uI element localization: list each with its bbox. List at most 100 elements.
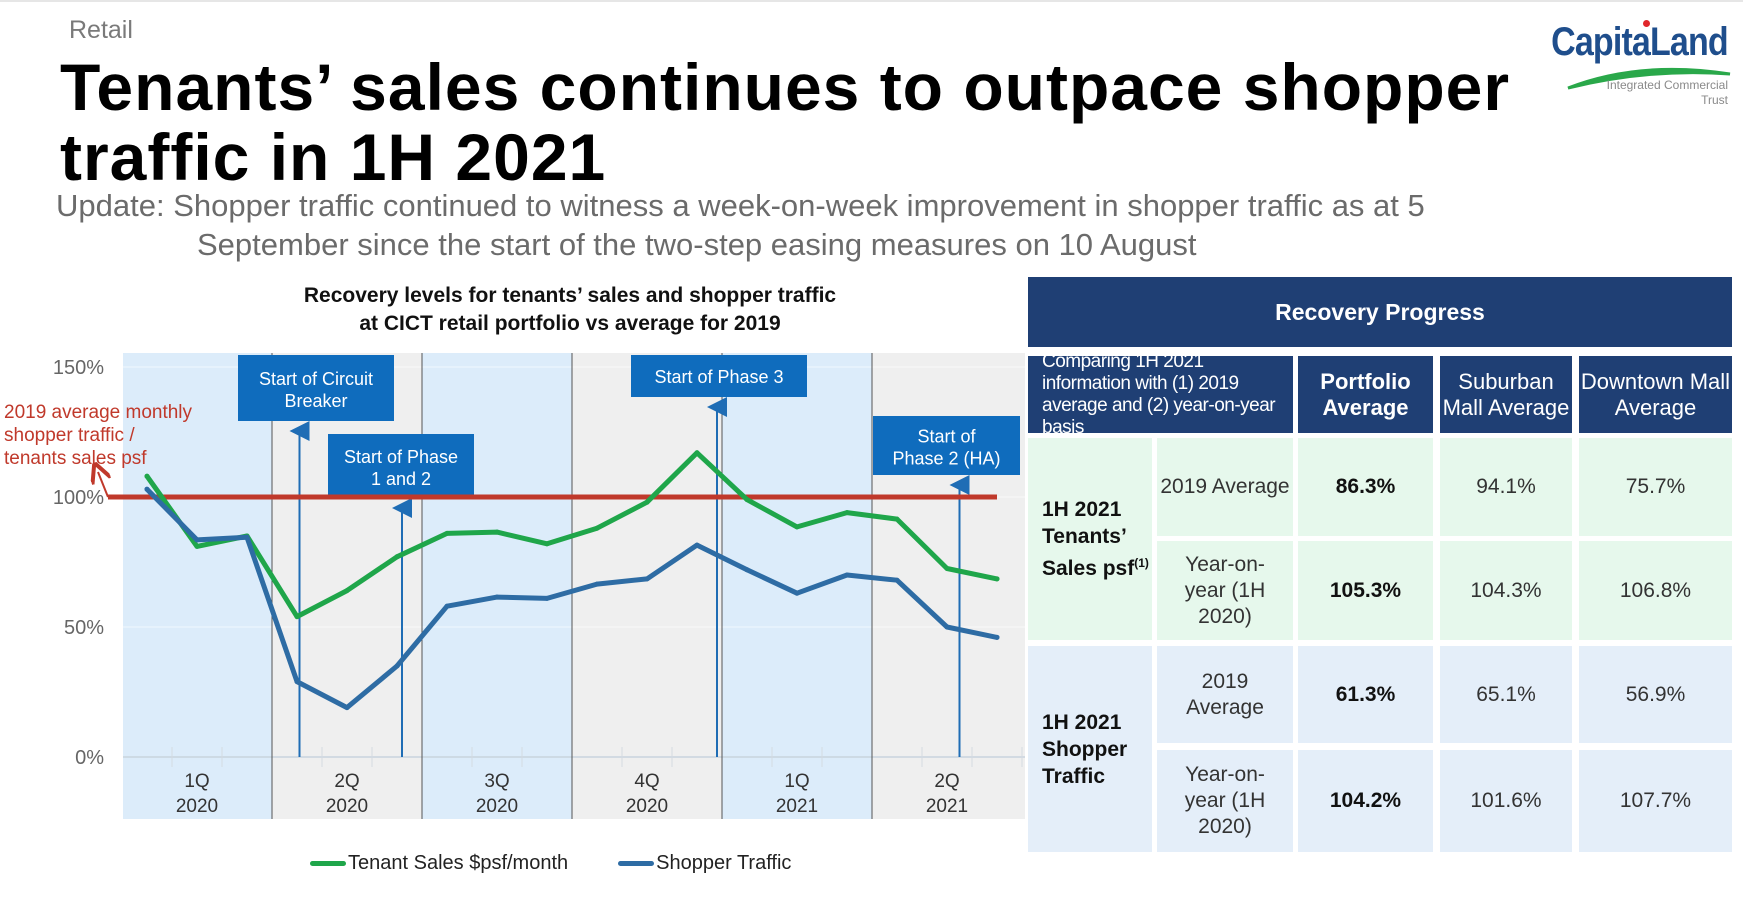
subtitle-line-1: Update: Shopper traffic continued to wit…	[56, 188, 1425, 223]
data-point-tenant-sales	[544, 541, 550, 547]
data-point-shopper-traffic	[194, 537, 200, 543]
data-point-tenant-sales	[144, 473, 150, 479]
data-point-tenant-sales	[844, 510, 850, 516]
table-cell-value: 105.3%	[1298, 541, 1433, 640]
data-point-tenant-sales	[944, 566, 950, 571]
recovery-progress-title: Recovery Progress	[1028, 277, 1732, 347]
chart-title-line-2: at CICT retail portfolio vs average for …	[359, 312, 781, 335]
annotation-box	[631, 355, 807, 397]
annotation-box	[238, 355, 394, 421]
data-point-shopper-traffic	[494, 594, 500, 600]
table-cell-value: 94.1%	[1440, 438, 1572, 536]
data-point-tenant-sales	[694, 450, 700, 456]
quarter-band	[123, 353, 272, 819]
legend-label-tenant-sales: Tenant Sales $psf/month	[348, 852, 569, 874]
data-point-shopper-traffic	[744, 567, 750, 573]
data-point-shopper-traffic	[394, 663, 400, 669]
data-point-tenant-sales	[394, 554, 400, 560]
top-border	[0, 0, 1743, 2]
table-cell-value: 86.3%	[1298, 438, 1433, 536]
data-point-tenant-sales	[644, 499, 650, 505]
annotation-label: 1 and 2	[371, 469, 431, 489]
data-point-tenant-sales	[744, 497, 750, 503]
data-point-shopper-traffic	[144, 486, 150, 492]
data-point-tenant-sales	[494, 529, 500, 535]
data-point-shopper-traffic	[894, 577, 900, 583]
data-point-tenant-sales	[594, 525, 600, 531]
table-cell-value: 65.1%	[1440, 646, 1572, 743]
capitaland-logo: CapitaLand Integrated Commercial Trust	[1551, 10, 1740, 110]
row-label: 2019 Average	[1157, 438, 1293, 536]
logo-brand: CapitaLand	[1551, 20, 1728, 64]
table-cell-value: 101.6%	[1440, 750, 1572, 852]
table-cell-value: 107.7%	[1579, 750, 1732, 852]
table-cell-value: 104.2%	[1298, 750, 1433, 852]
data-point-tenant-sales	[194, 543, 200, 549]
table-header-suburban: Suburban Mall Average	[1440, 356, 1572, 433]
annotation-label: Start of Circuit	[259, 369, 373, 389]
x-tick-label-quarter: 2Q	[334, 771, 359, 792]
data-point-shopper-traffic	[944, 624, 950, 630]
update-subtitle: Update: Shopper traffic continued to wit…	[56, 186, 1696, 264]
x-tick-label-year: 2021	[926, 796, 968, 817]
data-point-shopper-traffic	[544, 595, 550, 601]
footnote-marker: (1)	[1134, 556, 1149, 570]
logo-swoosh-icon	[1567, 67, 1731, 90]
reference-callout-arrow	[98, 472, 108, 498]
y-tick-label: 50%	[64, 617, 104, 639]
table-cell-value: 104.3%	[1440, 541, 1572, 640]
data-point-tenant-sales	[794, 524, 800, 530]
legend-item-tenant-sales: Tenant Sales $psf/month	[310, 852, 568, 875]
table-header-downtown: Downtown Mall Average	[1579, 356, 1732, 433]
chart-title: Recovery levels for tenants’ sales and s…	[230, 282, 910, 338]
subtitle-line-2: September since the start of the two-ste…	[197, 227, 1197, 262]
x-tick-label-quarter: 1Q	[784, 771, 809, 792]
reference-line-label: 2019 average monthly	[4, 402, 193, 423]
logo-subtitle-2: Trust	[1701, 93, 1728, 107]
page-title: Tenants’ sales continues to outpace shop…	[60, 50, 1511, 194]
data-point-tenant-sales	[294, 614, 300, 620]
logo-subtitle-1: Integrated Commercial	[1606, 78, 1728, 92]
quarter-band	[272, 353, 422, 819]
table-cell-value: 75.7%	[1579, 438, 1732, 536]
y-tick-label: 0%	[75, 747, 104, 769]
reference-line-label: shopper traffic /	[4, 425, 135, 446]
row-group-label: 1H 2021 Shopper Traffic	[1042, 710, 1128, 788]
data-point-shopper-traffic	[444, 603, 450, 609]
row-group-label: 1H 2021 Tenants’ Sales psf	[1042, 498, 1135, 580]
data-point-shopper-traffic	[244, 534, 250, 540]
data-point-tenant-sales	[894, 516, 900, 522]
recovery-line-chart: 1Q 2020 2Q 2020 3Q 2020 4Q 2020 1Q 2021 2Q 2021 150%…	[4, 353, 1025, 819]
data-point-shopper-traffic	[844, 572, 850, 578]
y-tick-label: 100%	[53, 487, 104, 509]
x-tick-label-quarter: 4Q	[634, 771, 659, 792]
annotation-label: Breaker	[284, 391, 347, 411]
x-tick-label-year: 2020	[326, 796, 368, 817]
legend-swatch-tenant-sales	[310, 861, 346, 866]
y-tick-label: 150%	[53, 357, 104, 379]
quarter-band	[722, 353, 872, 819]
x-tick-label-year: 2020	[176, 796, 218, 817]
table-cell-value: 61.3%	[1298, 646, 1433, 743]
series-line-tenant-sales	[144, 450, 1000, 620]
data-point-shopper-traffic	[794, 590, 800, 596]
logo-dot-icon	[1643, 20, 1650, 27]
row-label: Year-on-year (1H 2020)	[1157, 750, 1293, 852]
x-tick-label-year: 2020	[626, 796, 668, 817]
chart-title-line-1: Recovery levels for tenants’ sales and s…	[303, 284, 837, 307]
table-cell-value: 106.8%	[1579, 541, 1732, 640]
legend-item-shopper-traffic: Shopper Traffic	[618, 852, 791, 875]
annotation-label: Phase 2 (HA)	[892, 449, 1000, 469]
x-tick-label-quarter: 2Q	[934, 771, 959, 792]
data-point-shopper-traffic	[594, 581, 600, 587]
table-cell-value: 56.9%	[1579, 646, 1732, 743]
data-point-tenant-sales	[444, 530, 450, 536]
quarter-band	[422, 353, 572, 819]
data-point-shopper-traffic	[644, 576, 650, 582]
data-point-tenant-sales	[344, 588, 350, 594]
series-line-shopper-traffic	[144, 486, 1000, 711]
row-label: Year-on-year (1H 2020)	[1157, 541, 1293, 640]
data-point-tenant-sales	[994, 576, 1000, 582]
x-tick-label-quarter: 1Q	[184, 771, 209, 792]
row-group-shopper-traffic: 1H 2021 Shopper Traffic	[1028, 646, 1152, 852]
